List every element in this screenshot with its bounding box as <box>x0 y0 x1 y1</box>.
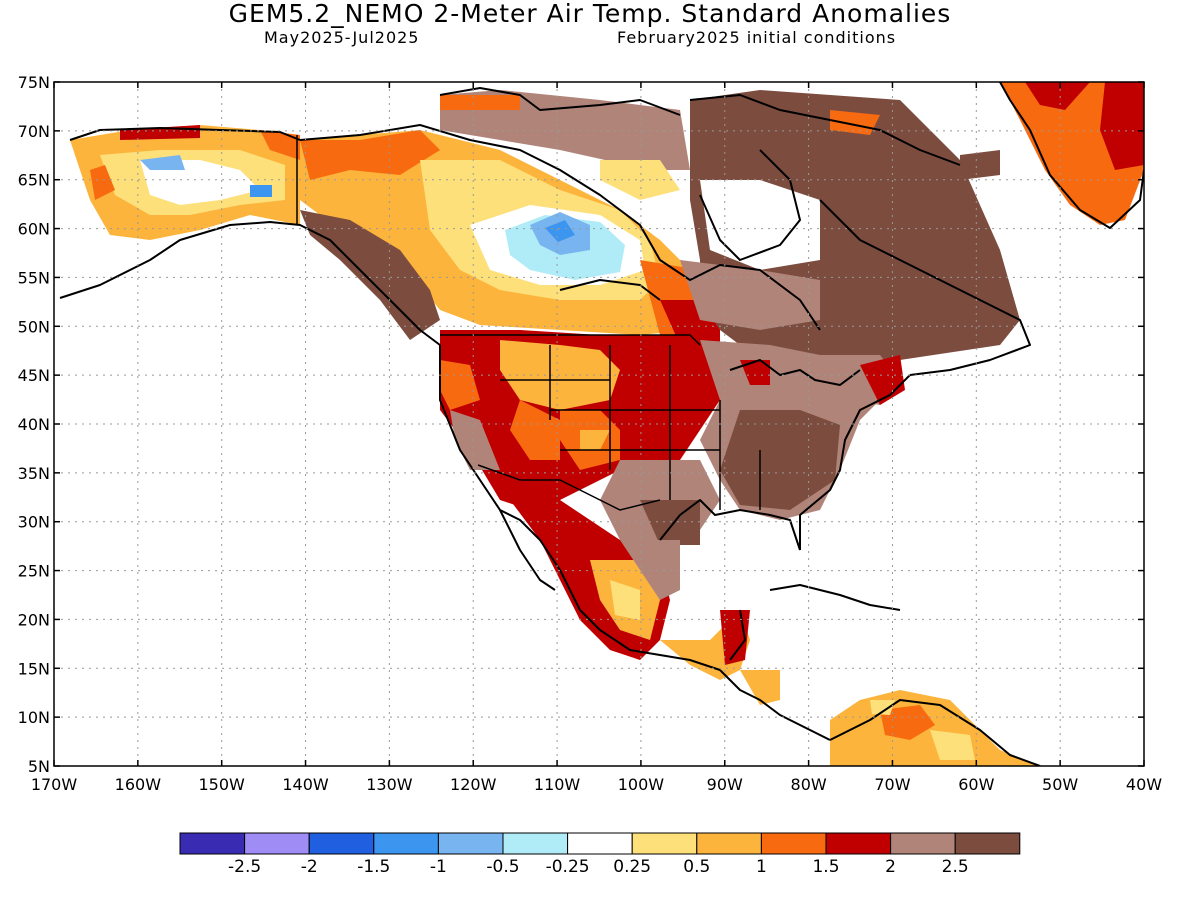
colorbar-label: -0.5 <box>486 857 519 877</box>
coastlines <box>59 82 1144 766</box>
colorbar-label: -0.25 <box>546 857 590 877</box>
colorbar-swatch <box>890 832 956 855</box>
lat-label: 25N <box>18 562 50 581</box>
latitude-labels: 75N 70N 65N 60N 55N 50N 45N 40N 35N 30N 25N 20N 15N 1… <box>18 73 50 776</box>
colorbar-swatch <box>437 832 504 855</box>
colorbar-label: -2.5 <box>228 857 261 877</box>
colorbar-label: -1 <box>430 857 447 877</box>
colorbar <box>179 832 1021 855</box>
lon-label: 120W <box>450 775 497 794</box>
lat-label: 65N <box>18 171 50 190</box>
lon-label: 160W <box>115 775 162 794</box>
lon-label: 40W <box>1126 775 1162 794</box>
colorbar-swatch <box>631 832 698 855</box>
axis-ticks <box>53 81 1145 767</box>
lat-label: 30N <box>18 513 50 532</box>
lon-label: 130W <box>366 775 413 794</box>
colorbar-label: 1.5 <box>812 857 839 877</box>
lon-label: 110W <box>534 775 581 794</box>
lat-label: 10N <box>18 708 50 727</box>
colorbar-swatch <box>954 832 1021 855</box>
longitude-labels: 170W 160W 150W 140W 130W 120W 110W 100W 90W 80W 70… <box>31 775 1162 794</box>
colorbar-swatch <box>179 832 246 855</box>
lat-label: 15N <box>18 659 50 678</box>
colorbar-label: 2 <box>885 857 896 877</box>
colorbar-label: 1 <box>756 857 767 877</box>
graticule <box>54 82 1144 766</box>
colorbar-swatch <box>308 832 375 855</box>
lon-label: 150W <box>199 775 246 794</box>
colorbar-swatch <box>502 832 569 855</box>
anomaly-fields <box>70 82 1144 766</box>
lon-label: 70W <box>874 775 910 794</box>
lat-label: 70N <box>18 122 50 141</box>
lat-label: 45N <box>18 366 50 385</box>
lat-label: 75N <box>18 73 50 92</box>
lon-label: 100W <box>618 775 665 794</box>
initial-conditions: February2025 initial conditions <box>617 28 897 47</box>
lat-label: 20N <box>18 610 50 629</box>
lat-label: 60N <box>18 220 50 239</box>
borders <box>296 135 761 511</box>
colorbar-label: -1.5 <box>357 857 390 877</box>
lon-label: 140W <box>282 775 329 794</box>
colorbar-swatch <box>825 832 892 855</box>
lat-label: 55N <box>18 268 50 287</box>
colorbar-label: 0.25 <box>613 857 651 877</box>
colorbar-swatch <box>567 832 633 855</box>
lon-label: 170W <box>31 775 78 794</box>
colorbar-swatch <box>760 832 827 855</box>
lat-label: 5N <box>28 757 50 776</box>
forecast-period: May2025-Jul2025 <box>264 28 420 47</box>
colorbar-swatch <box>373 832 439 855</box>
colorbar-label: 2.5 <box>942 857 969 877</box>
lon-label: 50W <box>1042 775 1078 794</box>
lat-label: 35N <box>18 464 50 483</box>
lat-label: 50N <box>18 317 50 336</box>
colorbar-label: -2 <box>301 857 318 877</box>
lon-label: 90W <box>707 775 743 794</box>
lon-label: 60W <box>958 775 994 794</box>
map-title: GEM5.2_NEMO 2-Meter Air Temp. Standard A… <box>228 0 952 28</box>
colorbar-labels: -2.5 -2 -1.5 -1 -0.5 -0.25 0.25 0.5 1 1.5 2 2.5 <box>228 857 969 877</box>
colorbar-swatch <box>244 832 310 855</box>
colorbar-swatch <box>696 832 762 855</box>
lat-label: 40N <box>18 415 50 434</box>
lon-label: 80W <box>791 775 827 794</box>
colorbar-label: 0.5 <box>683 857 710 877</box>
